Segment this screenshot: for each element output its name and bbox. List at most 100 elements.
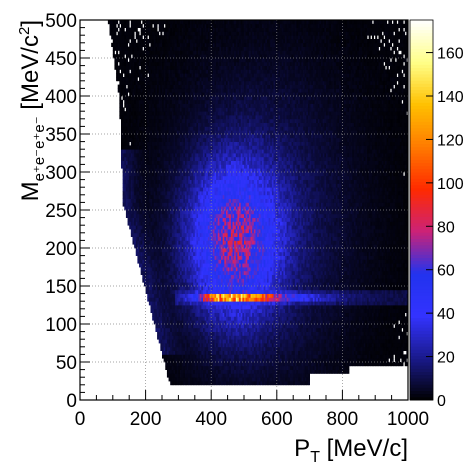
heatmap-bin [143,23,146,28]
heatmap-bin [155,35,158,40]
heatmap-bin [121,130,124,135]
heatmap-bin [129,164,132,169]
heatmap-bin [170,84,173,89]
heatmap-bin [135,160,138,165]
heatmap-bin [139,179,142,184]
heatmap-bin [150,210,153,215]
heatmap-bin [139,194,142,199]
heatmap-bin [132,232,135,237]
heatmap-bin [140,126,143,131]
heatmap-bin [155,153,158,158]
heatmap-bin [147,229,150,234]
heatmap-bin [165,137,168,142]
heatmap-bin [116,39,119,44]
heatmap-bin [140,35,143,40]
heatmap-bin [153,160,156,165]
heatmap-bin [122,198,125,203]
heatmap-bin [168,164,171,169]
heatmap-bin [124,46,127,51]
heatmap-bin [158,107,161,112]
heatmap-bin [134,217,137,222]
heatmap-bin [147,115,150,120]
heatmap-bin [158,248,161,253]
heatmap-bin [147,23,150,28]
heatmap-bin [135,187,138,192]
heatmap-bin [168,160,171,165]
heatmap-bin [142,42,145,47]
heatmap-bin [162,202,165,207]
heatmap-bin [121,31,124,36]
heatmap-bin [148,92,151,97]
heatmap-bin [170,312,173,317]
heatmap-bin [134,175,137,180]
heatmap-bin [168,50,171,55]
heatmap-bin [124,168,127,173]
heatmap-bin [109,23,112,28]
heatmap-bin [119,103,122,108]
heatmap-bin [157,225,160,230]
heatmap-bin [165,335,168,340]
heatmap-bin [160,115,163,120]
heatmap-bin [163,126,166,131]
heatmap-bin [132,92,135,97]
heatmap-bin [170,217,173,222]
heatmap-bin [163,130,166,135]
heatmap-bin [165,217,168,222]
heatmap-bin [168,65,171,70]
heatmap-bin [121,46,124,51]
heatmap-bin [134,54,137,59]
heatmap-bin [153,126,156,131]
heatmap-bin [162,61,165,66]
heatmap-bin [139,69,142,74]
heatmap-bin [165,50,168,55]
heatmap-bin [163,343,166,348]
heatmap-bin [168,145,171,150]
heatmap-bin [162,293,165,298]
heatmap-bin [165,65,168,70]
heatmap-bin [139,50,142,55]
heatmap-bin [129,27,132,32]
heatmap-bin [124,126,127,131]
heatmap-bin [140,183,143,188]
heatmap-bin [152,289,155,294]
heatmap-bin [152,259,155,264]
heatmap-bin [165,153,168,158]
heatmap-bin [142,232,145,237]
heatmap-bin [165,80,168,85]
heatmap-bin [153,107,156,112]
heatmap-bin [168,362,171,367]
heatmap-bin [155,248,158,253]
heatmap-bin [142,80,145,85]
heatmap-bin [168,73,171,78]
heatmap-bin [155,54,158,59]
heatmap-bin [166,141,169,146]
heatmap-bin [166,77,169,82]
heatmap-bin [162,232,165,237]
heatmap-bin [147,130,150,135]
heatmap-bin [152,122,155,127]
heatmap-bin [166,320,169,325]
heatmap-bin [165,232,168,237]
heatmap-bin [157,293,160,298]
heatmap-bin [165,362,168,367]
heatmap-bin [145,248,148,253]
heatmap-bin [163,191,166,196]
heatmap-bin [155,225,158,230]
heatmap-bin [132,96,135,101]
heatmap-bin [140,77,143,82]
heatmap-bin [168,289,171,294]
heatmap-bin [158,61,161,66]
heatmap-bin [150,54,153,59]
heatmap-bin [139,206,142,211]
heatmap-bin [158,42,161,47]
heatmap-bin [134,206,137,211]
heatmap-bin [135,27,138,32]
heatmap-bin [114,54,117,59]
heatmap-bin [155,58,158,63]
heatmap-bin [160,297,163,302]
heatmap-bin [166,251,169,256]
heatmap-bin [134,42,137,47]
heatmap-bin [147,111,150,116]
heatmap-bin [148,236,151,241]
heatmap-bin [165,130,168,135]
